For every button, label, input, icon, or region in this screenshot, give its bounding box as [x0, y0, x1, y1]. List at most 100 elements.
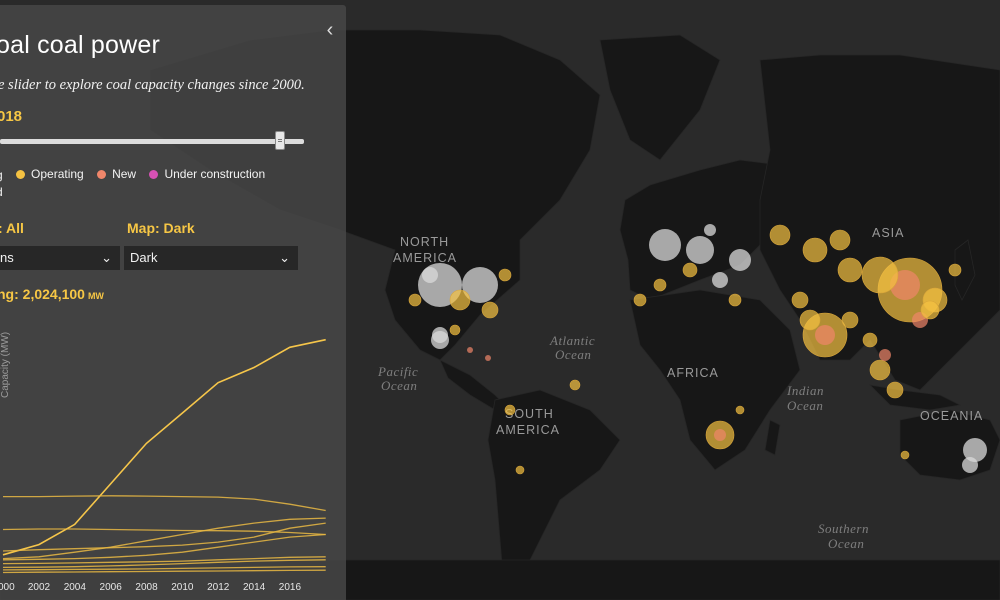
- total-capacity-unit: MW: [87, 291, 104, 301]
- legend-item-under-construction[interactable]: Under construction: [149, 167, 265, 181]
- plant-marker[interactable]: [649, 229, 681, 261]
- plant-marker[interactable]: [791, 291, 809, 309]
- plant-marker[interactable]: [841, 311, 859, 329]
- plant-marker[interactable]: [900, 450, 910, 460]
- collapse-panel-icon[interactable]: ‹: [326, 19, 334, 41]
- continent-label: AFRICA: [667, 366, 719, 380]
- power-plant-markers[interactable]: [408, 224, 987, 475]
- plant-marker[interactable]: [714, 429, 726, 441]
- plant-marker[interactable]: [449, 289, 471, 311]
- control-panel: ‹ oal coal power e slider to explore coa…: [0, 5, 346, 600]
- status-legend: g Operating New Under construction: [0, 167, 275, 182]
- plant-marker[interactable]: [962, 457, 978, 473]
- chart-filter-select[interactable]: ns ⌄: [0, 246, 120, 270]
- ocean-label: Indian: [786, 383, 824, 398]
- plant-marker[interactable]: [728, 293, 742, 307]
- plant-marker[interactable]: [704, 224, 716, 236]
- legend-item-operating[interactable]: Operating: [16, 167, 84, 181]
- plant-marker[interactable]: [498, 268, 512, 282]
- continent-label: ASIA: [872, 226, 905, 240]
- total-capacity: ng: 2,024,100 MW: [0, 286, 104, 302]
- x-tick-label: 000: [0, 582, 15, 593]
- chart-filter-label: : All: [0, 220, 24, 236]
- plant-marker[interactable]: [861, 256, 899, 294]
- plant-marker[interactable]: [432, 327, 448, 343]
- ocean-label: Southern: [818, 521, 869, 536]
- plant-marker[interactable]: [633, 293, 647, 307]
- legend-label: New: [112, 167, 137, 181]
- continent-label: AMERICA: [393, 251, 457, 265]
- series-line: [2, 517, 326, 560]
- series-line: [2, 566, 326, 571]
- map-style-label: Map: Dark: [127, 220, 195, 236]
- ocean-label: Ocean: [787, 398, 823, 413]
- continent-label: SOUTH: [505, 407, 554, 421]
- year-readout: 018: [0, 108, 23, 125]
- continent-label: AMERICA: [496, 423, 560, 437]
- legend-item-new[interactable]: New: [97, 167, 136, 181]
- map-style-value: Dark: [130, 250, 158, 265]
- plant-marker[interactable]: [948, 263, 962, 277]
- plant-marker[interactable]: [712, 272, 728, 288]
- plant-marker[interactable]: [862, 332, 878, 348]
- plant-marker[interactable]: [735, 405, 745, 415]
- under-construction-dot-icon: [149, 169, 159, 179]
- chevron-down-icon: ⌄: [101, 250, 112, 265]
- year-slider-handle[interactable]: [275, 131, 285, 150]
- x-tick-label: 2006: [100, 582, 123, 593]
- plant-marker[interactable]: [485, 355, 491, 361]
- legend-label: Operating: [31, 167, 84, 181]
- map-style-select[interactable]: Dark ⌄: [124, 246, 298, 270]
- plant-marker[interactable]: [815, 325, 835, 345]
- plant-marker[interactable]: [481, 301, 499, 319]
- series-line: [2, 522, 326, 552]
- plant-marker[interactable]: [408, 293, 422, 307]
- plant-marker[interactable]: [682, 262, 698, 278]
- plant-marker[interactable]: [799, 309, 821, 331]
- plant-marker[interactable]: [802, 237, 828, 263]
- ocean-label: Ocean: [381, 378, 417, 393]
- plant-marker[interactable]: [837, 257, 863, 283]
- plant-marker[interactable]: [829, 229, 851, 251]
- plant-marker[interactable]: [769, 224, 791, 246]
- operating-dot-icon: [16, 169, 26, 179]
- ocean-label: Atlantic: [549, 333, 595, 348]
- series-line: [2, 559, 326, 569]
- plant-marker[interactable]: [879, 349, 891, 361]
- plant-marker[interactable]: [422, 267, 438, 283]
- plant-marker[interactable]: [963, 438, 987, 462]
- plant-marker[interactable]: [462, 267, 498, 303]
- legend-item-second-line[interactable]: d: [0, 185, 3, 199]
- legend-label: g: [0, 168, 3, 182]
- series-line: [2, 533, 326, 561]
- panel-title: oal coal power: [0, 31, 161, 59]
- panel-subtitle: e slider to explore coal capacity change…: [0, 77, 305, 93]
- legend-label: Under construction: [164, 167, 266, 181]
- plant-marker[interactable]: [886, 381, 904, 399]
- plant-marker[interactable]: [569, 379, 581, 391]
- x-tick-label: 2008: [135, 582, 158, 593]
- continent-label: OCEANIA: [920, 409, 983, 423]
- x-tick-label: 2012: [207, 582, 230, 593]
- ocean-label: Ocean: [555, 347, 591, 362]
- plant-marker[interactable]: [869, 359, 891, 381]
- plant-marker[interactable]: [920, 300, 940, 320]
- legend-item[interactable]: g: [0, 168, 3, 182]
- plant-marker[interactable]: [504, 404, 516, 416]
- ocean-label: Pacific: [377, 364, 418, 379]
- new-dot-icon: [97, 169, 107, 179]
- plant-marker[interactable]: [653, 278, 667, 292]
- plant-marker[interactable]: [467, 347, 473, 353]
- plant-marker[interactable]: [686, 236, 714, 264]
- plant-marker[interactable]: [729, 249, 751, 271]
- chart-filter-value: ns: [0, 250, 14, 265]
- continent-label: NORTH: [400, 235, 449, 249]
- series-line: [2, 569, 326, 574]
- plant-marker[interactable]: [449, 324, 461, 336]
- x-tick-label: 2016: [279, 582, 302, 593]
- plant-marker[interactable]: [515, 465, 525, 475]
- x-tick-label: 2010: [171, 582, 194, 593]
- map-labels: NORTH AMERICA SOUTH AMERICA AFRICA ASIA …: [377, 226, 983, 551]
- series-line: [2, 528, 326, 536]
- year-slider-track[interactable]: [0, 139, 304, 144]
